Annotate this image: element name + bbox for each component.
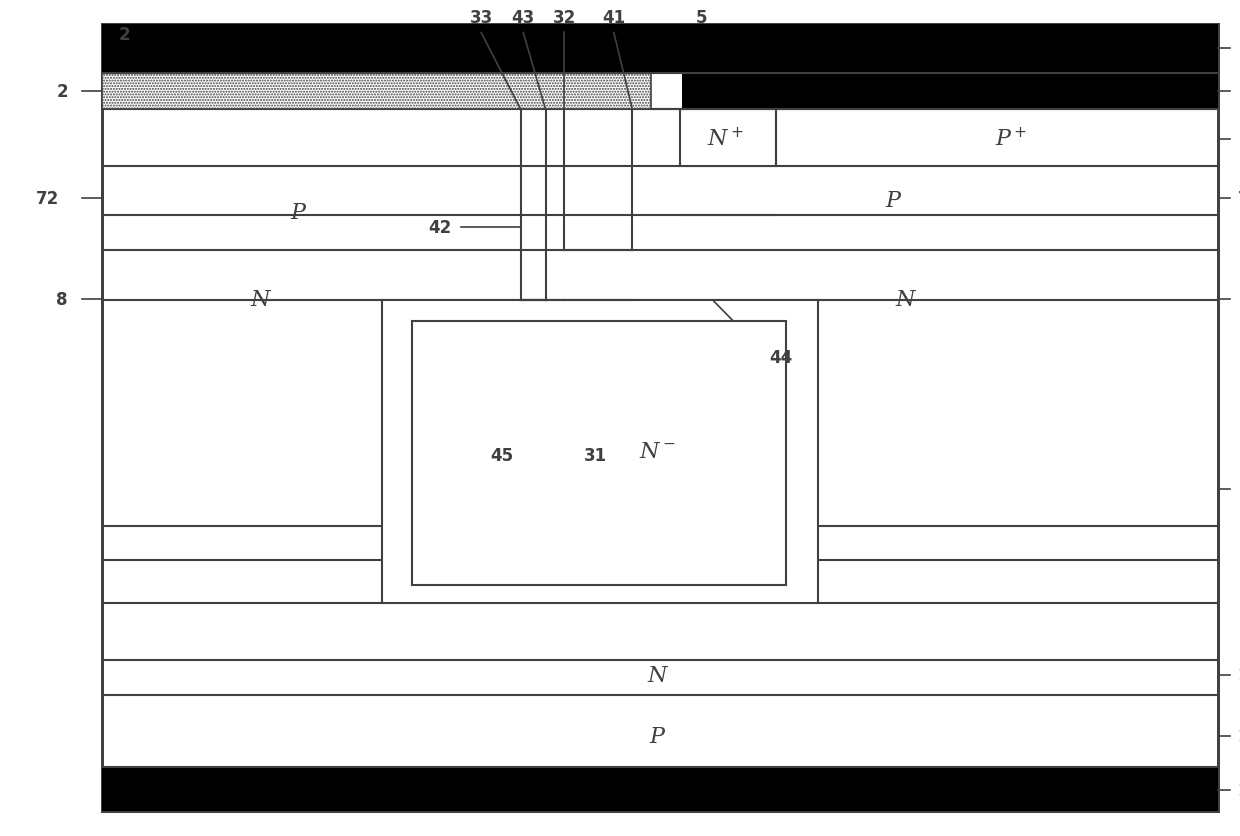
- Text: 11: 11: [1238, 726, 1240, 745]
- Text: 42: 42: [429, 218, 451, 237]
- Text: 45: 45: [491, 446, 513, 465]
- Text: N: N: [647, 665, 667, 686]
- Text: 43: 43: [512, 9, 534, 28]
- Text: 12: 12: [1238, 781, 1240, 799]
- Text: 72: 72: [36, 190, 58, 208]
- Text: 33: 33: [470, 9, 492, 28]
- Text: P$^+$: P$^+$: [994, 128, 1027, 151]
- Text: N$^-$: N$^-$: [639, 441, 676, 462]
- Text: 5: 5: [696, 9, 708, 28]
- Text: N$^+$: N$^+$: [707, 128, 744, 151]
- Text: 8: 8: [56, 290, 68, 308]
- Text: 32: 32: [553, 9, 575, 28]
- Text: 2: 2: [56, 83, 68, 101]
- Bar: [680, 110, 776, 167]
- Text: P: P: [290, 202, 305, 224]
- Bar: [102, 74, 651, 110]
- Bar: [682, 74, 1218, 110]
- Text: 71: 71: [1238, 190, 1240, 208]
- Text: 31: 31: [584, 446, 606, 465]
- Text: 41: 41: [603, 9, 625, 28]
- Text: P: P: [885, 190, 900, 212]
- Text: N: N: [895, 288, 915, 310]
- Bar: [412, 322, 786, 585]
- Text: 10: 10: [1238, 666, 1240, 685]
- Bar: [102, 767, 1218, 811]
- Bar: [382, 301, 818, 604]
- Text: 2: 2: [118, 26, 130, 44]
- Bar: [102, 25, 1218, 74]
- Text: N: N: [250, 288, 270, 310]
- Text: P: P: [650, 725, 665, 747]
- Text: 44: 44: [769, 349, 792, 367]
